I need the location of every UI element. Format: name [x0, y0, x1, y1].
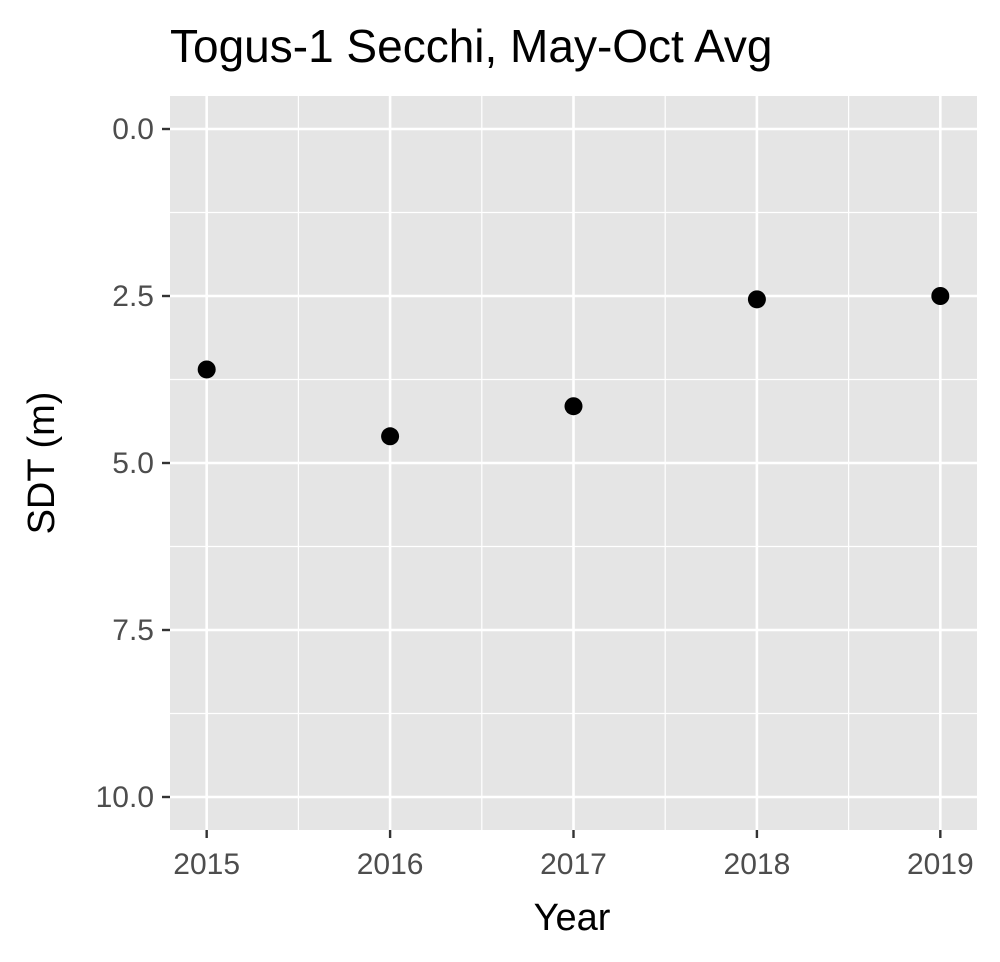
- chart-title: Togus-1 Secchi, May-Oct Avg: [170, 20, 773, 72]
- x-tick-label: 2019: [907, 848, 974, 881]
- axis-ticks: [162, 127, 942, 838]
- x-tick-label: 2018: [724, 848, 791, 881]
- x-tick-label: 2015: [173, 848, 240, 881]
- data-point: [931, 287, 950, 305]
- x-tick-label: 2016: [357, 848, 424, 881]
- data-points: [197, 287, 950, 446]
- data-point: [197, 360, 216, 379]
- data-point: [381, 427, 400, 446]
- y-tick-label: 5.0: [112, 447, 154, 480]
- x-tick-label: 2017: [540, 848, 607, 881]
- y-tick-label: 7.5: [112, 614, 154, 647]
- tick-labels: 0.0 2.5 5.0 7.5 10.0 2015 2016 2017 2018 2019: [96, 113, 974, 881]
- data-point: [564, 397, 583, 416]
- y-axis-title: SDT (m): [21, 392, 63, 535]
- y-tick-label: 2.5: [112, 280, 154, 313]
- y-tick-label: 0.0: [112, 113, 154, 146]
- data-point: [747, 290, 766, 309]
- x-axis-title: Year: [534, 897, 611, 939]
- grid-lines: [170, 96, 977, 830]
- y-tick-label: 10.0: [96, 781, 154, 814]
